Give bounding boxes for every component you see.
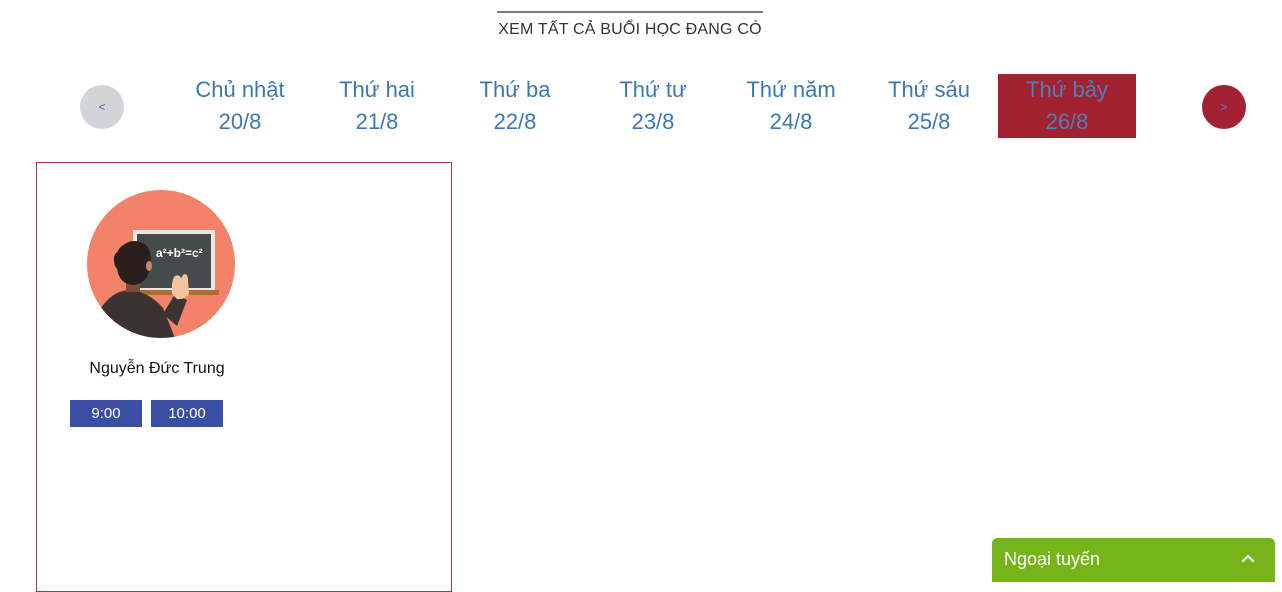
time-slot-button[interactable]: 10:00 [151,400,223,427]
day-tab-monday[interactable]: Thứ hai 21/8 [308,74,446,138]
day-name: Thứ bảy [1026,77,1108,102]
next-week-button[interactable]: > [1202,85,1246,129]
day-name: Thứ ba [479,77,551,102]
time-slot-button[interactable]: 9:00 [70,400,142,427]
teacher-name[interactable]: Nguyễn Đức Trung [89,360,225,377]
day-name: Thứ tư [619,77,687,102]
teacher-card: a²+b²=c² Nguyễn Đức Trung 9:00 10:00 [36,162,452,592]
board-formula: a²+b²=c² [156,246,203,260]
day-tab-sunday[interactable]: Chủ nhật 20/8 [171,74,309,138]
day-tab-saturday[interactable]: Thứ bảy 26/8 [998,74,1136,138]
chat-status-label: Ngoại tuyến [1004,549,1101,569]
day-name: Thứ sáu [888,77,970,102]
day-tab-wednesday[interactable]: Thứ tư 23/8 [584,74,722,138]
prev-week-button[interactable]: < [80,85,124,129]
day-date: 26/8 [1045,109,1089,134]
day-tab-thursday[interactable]: Thứ năm 24/8 [722,74,860,138]
day-date: 25/8 [907,109,951,134]
chat-widget[interactable]: Ngoại tuyến [992,538,1275,582]
day-date: 22/8 [493,109,537,134]
day-name: Thứ hai [339,77,415,102]
chevron-up-icon[interactable] [1239,550,1257,568]
day-name: Thứ năm [746,77,836,102]
day-date: 23/8 [631,109,675,134]
day-date: 20/8 [218,109,262,134]
day-tab-friday[interactable]: Thứ sáu 25/8 [860,74,998,138]
day-tab-tuesday[interactable]: Thứ ba 22/8 [446,74,584,138]
teacher-avatar[interactable]: a²+b²=c² [87,190,235,338]
day-name: Chủ nhật [195,77,285,102]
section-title: XEM TẤT CẢ BUỔI HỌC ĐANG CÓ [497,11,763,39]
day-date: 24/8 [769,109,813,134]
day-date: 21/8 [355,109,399,134]
teacher-at-chalkboard-icon: a²+b²=c² [87,190,235,338]
